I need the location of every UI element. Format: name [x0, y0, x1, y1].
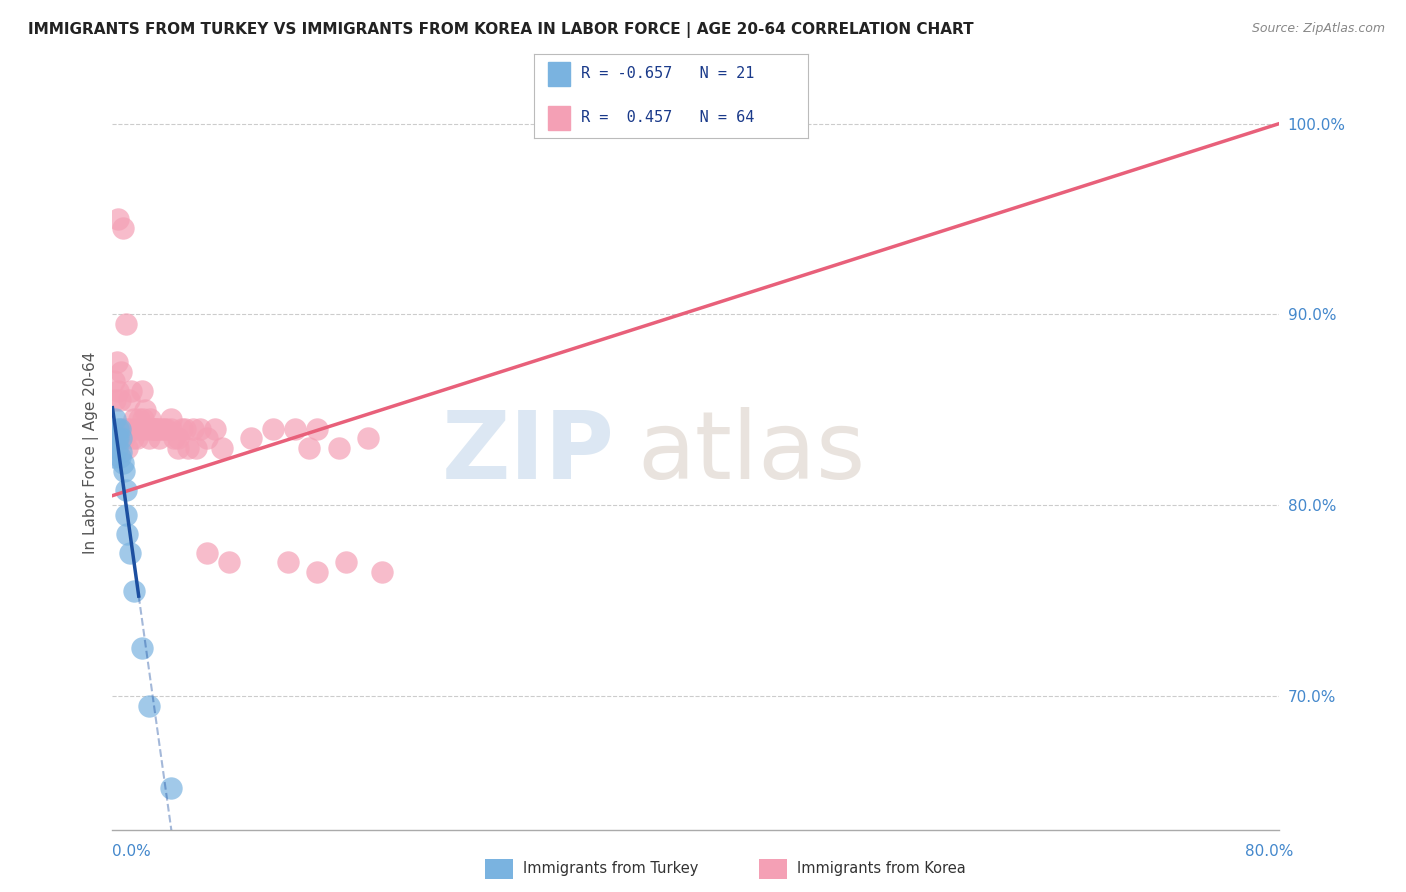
- Text: Immigrants from Turkey: Immigrants from Turkey: [523, 862, 699, 876]
- Point: [115, 441, 138, 455]
- Point: [104, 393, 127, 408]
- Point: [155, 422, 177, 436]
- Point: [335, 556, 357, 570]
- Point: [167, 431, 190, 445]
- Point: [148, 431, 170, 445]
- Point: [152, 422, 174, 436]
- Point: [195, 546, 218, 560]
- Point: [184, 441, 207, 455]
- Point: [112, 431, 135, 445]
- Point: [115, 526, 138, 541]
- Point: [122, 431, 145, 445]
- Point: [103, 431, 125, 445]
- Text: R = -0.657   N = 21: R = -0.657 N = 21: [581, 66, 754, 81]
- Point: [103, 450, 125, 465]
- Text: R =  0.457   N = 64: R = 0.457 N = 64: [581, 111, 754, 126]
- Point: [117, 393, 139, 408]
- Text: IMMIGRANTS FROM TURKEY VS IMMIGRANTS FROM KOREA IN LABOR FORCE | AGE 20-64 CORRE: IMMIGRANTS FROM TURKEY VS IMMIGRANTS FRO…: [28, 22, 974, 38]
- Point: [107, 431, 129, 445]
- Point: [110, 365, 132, 379]
- Point: [118, 422, 141, 436]
- Point: [284, 422, 307, 436]
- Text: 80.0%: 80.0%: [1246, 845, 1294, 859]
- Point: [163, 431, 186, 445]
- Point: [108, 393, 131, 408]
- Point: [167, 441, 190, 455]
- Point: [195, 431, 218, 445]
- Text: atlas: atlas: [638, 407, 866, 499]
- Point: [138, 698, 160, 713]
- Bar: [548, 62, 569, 86]
- Point: [114, 508, 136, 522]
- Point: [124, 584, 146, 599]
- Point: [160, 422, 183, 436]
- Point: [120, 384, 142, 398]
- Point: [118, 546, 141, 560]
- Point: [107, 384, 129, 398]
- Point: [111, 221, 134, 235]
- Point: [188, 422, 211, 436]
- Point: [138, 431, 160, 445]
- Point: [177, 441, 200, 455]
- Text: 0.0%: 0.0%: [112, 845, 152, 859]
- Point: [298, 441, 321, 455]
- Point: [305, 422, 328, 436]
- Point: [136, 422, 159, 436]
- Point: [103, 374, 125, 388]
- Point: [131, 422, 153, 436]
- Point: [127, 431, 149, 445]
- Point: [107, 211, 129, 226]
- Point: [305, 565, 328, 579]
- Text: ZIP: ZIP: [441, 407, 614, 499]
- Point: [160, 780, 183, 795]
- Point: [107, 422, 129, 436]
- Bar: [548, 106, 569, 130]
- Point: [134, 402, 156, 417]
- Point: [145, 422, 167, 436]
- Point: [139, 412, 162, 426]
- Point: [174, 422, 197, 436]
- Y-axis label: In Labor Force | Age 20-64: In Labor Force | Age 20-64: [83, 351, 98, 554]
- Point: [110, 444, 132, 458]
- Point: [204, 422, 226, 436]
- Point: [108, 450, 131, 465]
- Point: [328, 441, 350, 455]
- Point: [160, 412, 183, 426]
- Point: [181, 422, 204, 436]
- Point: [112, 464, 135, 478]
- Point: [276, 556, 298, 570]
- Point: [110, 431, 132, 445]
- Point: [114, 483, 136, 497]
- Point: [172, 422, 194, 436]
- Point: [357, 431, 380, 445]
- Point: [131, 641, 153, 656]
- Point: [262, 422, 284, 436]
- Point: [149, 422, 172, 436]
- Point: [131, 384, 153, 398]
- Point: [124, 412, 146, 426]
- Point: [132, 412, 155, 426]
- Point: [111, 422, 134, 436]
- Point: [105, 441, 128, 455]
- Point: [211, 441, 233, 455]
- Point: [111, 456, 134, 470]
- Point: [108, 422, 131, 436]
- Point: [125, 422, 148, 436]
- Point: [115, 422, 138, 436]
- Point: [142, 422, 165, 436]
- Text: Source: ZipAtlas.com: Source: ZipAtlas.com: [1251, 22, 1385, 36]
- Text: Immigrants from Korea: Immigrants from Korea: [797, 862, 966, 876]
- Point: [105, 355, 128, 369]
- Point: [371, 565, 394, 579]
- Point: [218, 556, 240, 570]
- Point: [143, 422, 166, 436]
- Point: [105, 431, 128, 445]
- Point: [141, 422, 163, 436]
- Point: [114, 317, 136, 331]
- Point: [104, 412, 127, 426]
- Point: [128, 412, 150, 426]
- Point: [240, 431, 263, 445]
- Point: [146, 422, 169, 436]
